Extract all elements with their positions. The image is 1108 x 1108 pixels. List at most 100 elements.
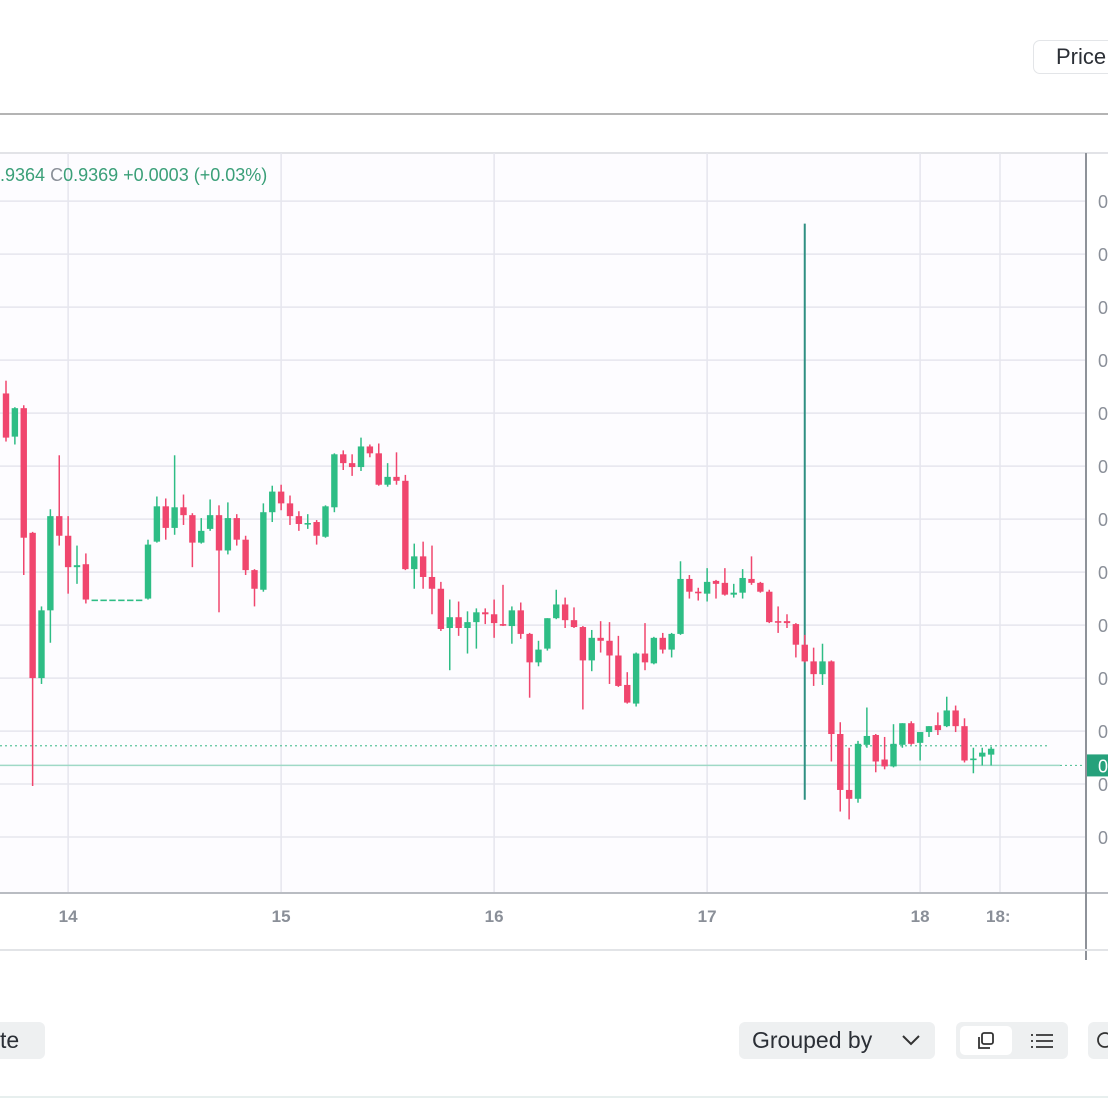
chevron-down-icon [902, 1035, 920, 1046]
candle-body [295, 516, 303, 524]
candle-body [269, 491, 276, 513]
candle [553, 589, 560, 620]
candle [703, 568, 711, 602]
x-tick-label: 18 [911, 907, 930, 926]
candle [269, 485, 276, 523]
y-tick-label: 0.9567 [1098, 351, 1108, 371]
candle [64, 516, 72, 594]
candle-body [260, 512, 267, 590]
list-view-button[interactable] [1014, 1026, 1066, 1055]
candle-body [428, 576, 436, 589]
candle [490, 599, 498, 638]
grouped-by-label: Grouped by [752, 1027, 873, 1053]
candle [100, 599, 107, 602]
bottom-divider [0, 1096, 1108, 1098]
candle [482, 608, 489, 625]
left-toolbar-button[interactable]: te [0, 1022, 45, 1059]
candle-body [277, 491, 285, 504]
candle-body [393, 476, 400, 481]
grouped-by-dropdown[interactable]: Grouped by [739, 1022, 935, 1059]
candle-body [783, 621, 791, 624]
candle [393, 452, 400, 485]
candle-body [464, 622, 471, 629]
candle [304, 514, 311, 529]
candle-body [579, 627, 587, 661]
candle-body [29, 532, 36, 679]
candle [38, 606, 45, 684]
x-tick-label: 16 [485, 907, 504, 926]
candle-body [180, 507, 187, 516]
candle [659, 632, 666, 654]
candle [579, 626, 587, 710]
candle [180, 494, 187, 525]
candle-body [11, 408, 19, 437]
candle [748, 556, 755, 585]
candle-body [313, 522, 320, 536]
candle [890, 724, 897, 768]
candle-body [695, 591, 702, 594]
candle-body [2, 393, 10, 438]
candle-body [659, 637, 666, 650]
candle-body [890, 743, 897, 767]
candle [863, 707, 871, 748]
candle [251, 569, 258, 607]
candle-body [624, 684, 631, 703]
candle [837, 722, 844, 812]
candle [810, 647, 817, 686]
candle [766, 589, 773, 624]
candle-body [153, 506, 161, 542]
copy-icon [978, 1032, 994, 1049]
candle [109, 599, 116, 602]
candles [2, 380, 995, 820]
candle [171, 455, 178, 535]
candle [2, 380, 10, 442]
price-button[interactable]: Price [1033, 40, 1108, 74]
candle [908, 721, 915, 745]
candle [313, 520, 320, 545]
candle-body [686, 578, 693, 592]
current-price-tag-label: 0.9369 [1098, 756, 1108, 776]
candle-body [340, 454, 347, 464]
candle-body [979, 752, 986, 757]
candle [295, 511, 303, 531]
candle [774, 606, 782, 633]
candle [437, 581, 445, 631]
plot-background [0, 153, 1086, 893]
y-tick-label: 0.9459 [1098, 563, 1108, 583]
candle [597, 621, 604, 653]
candle-body [144, 544, 152, 599]
candle-body [490, 614, 498, 624]
candle-body [535, 649, 542, 663]
candle-body [792, 624, 800, 645]
candle [20, 405, 27, 576]
candle [934, 712, 942, 735]
candle-body [987, 748, 995, 755]
candle-body [499, 624, 507, 626]
candle-body [224, 518, 232, 551]
candle-body [242, 539, 249, 571]
chart-bottom-divider [0, 949, 1108, 951]
candle [650, 636, 658, 665]
candle-body [766, 591, 773, 623]
candle-body [570, 620, 578, 628]
candle [641, 623, 649, 671]
candle-body [837, 734, 844, 790]
candle-body [189, 515, 196, 543]
candle-body [82, 564, 90, 600]
search-button[interactable] [1088, 1022, 1108, 1059]
candlestick-chart[interactable]: 0.9648 0.9621 0.9594 0.9567 0.9540 0.9513 0.94… [0, 0, 1108, 960]
candle [881, 736, 888, 770]
card-view-button[interactable] [960, 1026, 1012, 1055]
ohlc-legend: .9364 C0.9369 +0.0003 (+0.03%) [0, 165, 267, 186]
candle [801, 634, 808, 663]
candle [872, 734, 879, 773]
candle [340, 450, 347, 471]
candle-body [375, 453, 382, 485]
candle-body [730, 592, 737, 595]
candle [899, 723, 906, 748]
candle-body [482, 612, 489, 615]
candle [56, 455, 63, 546]
candle [366, 444, 374, 458]
candle [277, 484, 285, 511]
candle [29, 531, 36, 787]
